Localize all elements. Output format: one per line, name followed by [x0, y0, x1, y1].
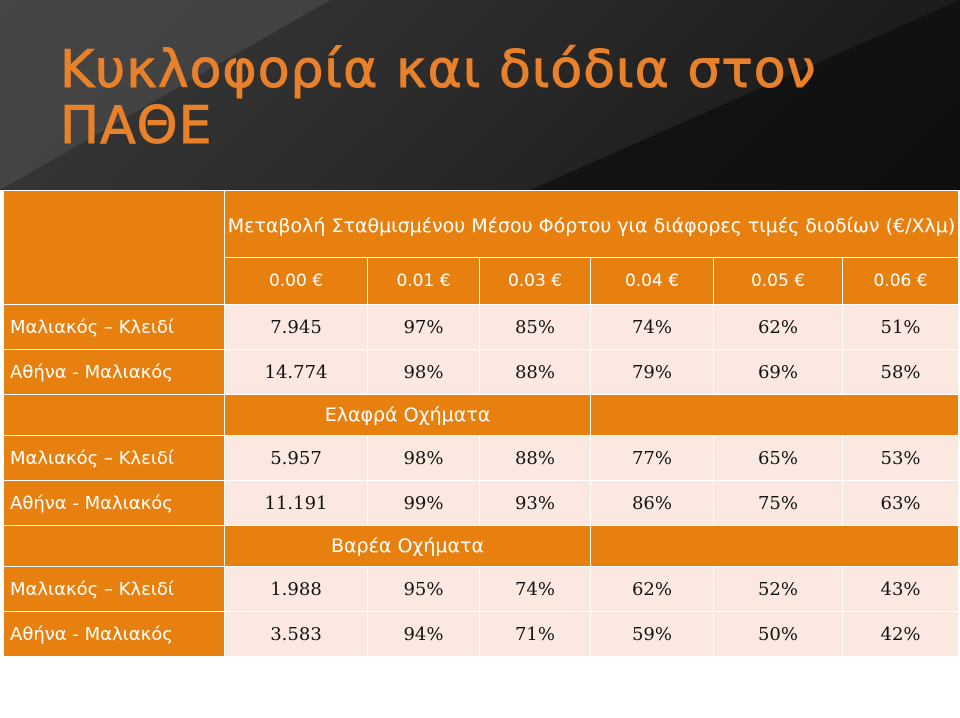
table-cell: 65%	[713, 435, 843, 481]
table-cell: 75%	[713, 480, 843, 526]
table-cell: 11.191	[224, 480, 368, 526]
banner-decoration-dark	[530, 0, 960, 190]
section-row: Βαρέα Οχήματα	[3, 525, 960, 567]
title-banner	[0, 0, 960, 190]
table-cell: 62%	[713, 304, 843, 350]
table-row: Μαλιακός – Κλειδί 5.957 98% 88% 77% 65% …	[3, 435, 960, 481]
section-blank-cell	[589, 525, 960, 567]
table-cell: 69%	[713, 349, 843, 395]
section-label: Ελαφρά Οχήματα	[224, 394, 591, 436]
table-cell: 79%	[590, 349, 714, 395]
table-cell: 62%	[590, 566, 714, 612]
table-cell: 98%	[367, 349, 480, 395]
toll-traffic-table: Μεταβολή Σταθμισμένου Μέσου Φόρτου για δ…	[3, 190, 960, 657]
section-blank-cell	[3, 525, 225, 567]
section-row: Ελαφρά Οχήματα	[3, 394, 960, 436]
table-cell: 88%	[479, 349, 591, 395]
table-cell: 53%	[841, 435, 960, 481]
table-cell: 14.774	[224, 349, 368, 395]
table-cell: 63%	[841, 480, 960, 526]
price-header: 0.00 €	[224, 257, 368, 305]
route-name: Αθήνα - Μαλιακός	[3, 611, 225, 657]
route-name: Μαλιακός – Κλειδί	[3, 566, 225, 612]
table-row: Αθήνα - Μαλιακός 14.774 98% 88% 79% 69% …	[3, 349, 960, 395]
table-cell: 97%	[367, 304, 480, 350]
price-header: 0.04 €	[590, 257, 714, 305]
price-header: 0.03 €	[479, 257, 591, 305]
route-name: Μαλιακός – Κλειδί	[3, 435, 225, 481]
table-cell: 43%	[841, 566, 960, 612]
slide-title: Κυκλοφορία και διόδια στον ΠΑΘΕ	[60, 40, 817, 156]
table-row: Μαλιακός – Κλειδί 1.988 95% 74% 62% 52% …	[3, 566, 960, 612]
table-cell: 7.945	[224, 304, 368, 350]
table-cell: 59%	[590, 611, 714, 657]
price-header: 0.06 €	[841, 257, 960, 305]
table-cell: 3.583	[224, 611, 368, 657]
table-heading-text: Μεταβολή Σταθμισμένου Μέσου Φόρτου για δ…	[227, 214, 956, 237]
table-cell: 42%	[841, 611, 960, 657]
route-name: Αθήνα - Μαλιακός	[3, 480, 225, 526]
table-cell: 77%	[590, 435, 714, 481]
table-cell: 1.988	[224, 566, 368, 612]
price-header: 0.05 €	[713, 257, 843, 305]
corner-cell	[3, 190, 225, 305]
table-cell: 74%	[479, 566, 591, 612]
table-cell: 94%	[367, 611, 480, 657]
table-cell: 99%	[367, 480, 480, 526]
table-cell: 88%	[479, 435, 591, 481]
table-cell: 52%	[713, 566, 843, 612]
table-cell: 71%	[479, 611, 591, 657]
route-name: Μαλιακός – Κλειδί	[3, 304, 225, 350]
table-cell: 58%	[841, 349, 960, 395]
table-cell: 93%	[479, 480, 591, 526]
table-cell: 50%	[713, 611, 843, 657]
section-label: Βαρέα Οχήματα	[224, 525, 591, 567]
table-cell: 74%	[590, 304, 714, 350]
table-cell: 51%	[841, 304, 960, 350]
table-cell: 95%	[367, 566, 480, 612]
table-heading-row: Μεταβολή Σταθμισμένου Μέσου Φόρτου για δ…	[3, 190, 960, 305]
table-cell: 86%	[590, 480, 714, 526]
table-heading: Μεταβολή Σταθμισμένου Μέσου Φόρτου για δ…	[223, 190, 960, 258]
price-header: 0.01 €	[367, 257, 480, 305]
table-row: Αθήνα - Μαλιακός 3.583 94% 71% 59% 50% 4…	[3, 611, 960, 657]
table-cell: 85%	[479, 304, 591, 350]
price-header-row: 0.00 € 0.01 € 0.03 € 0.04 € 0.05 € 0.06 …	[4, 257, 960, 305]
table-row: Μαλιακός – Κλειδί 7.945 97% 85% 74% 62% …	[3, 304, 960, 350]
route-name: Αθήνα - Μαλιακός	[3, 349, 225, 395]
section-blank-cell	[3, 394, 225, 436]
section-blank-cell	[589, 394, 960, 436]
table-row: Αθήνα - Μαλιακός 11.191 99% 93% 86% 75% …	[3, 480, 960, 526]
table-cell: 5.957	[224, 435, 368, 481]
table-cell: 98%	[367, 435, 480, 481]
banner-decoration	[0, 0, 330, 190]
